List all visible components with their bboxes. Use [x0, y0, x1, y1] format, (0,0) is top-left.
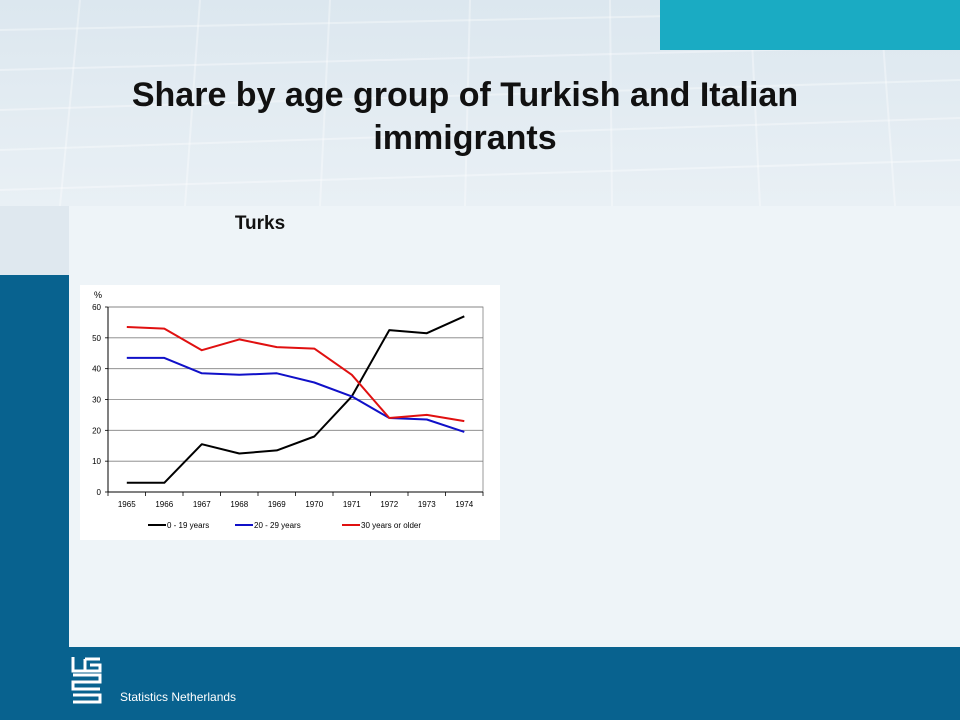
y-tick-label: 40	[92, 365, 101, 374]
footer-organization: Statistics Netherlands	[120, 690, 237, 704]
bottom-brand-bar	[0, 647, 960, 720]
series-line	[126, 326, 465, 423]
accent-block	[660, 0, 960, 50]
series-line	[126, 315, 465, 484]
decorative-pattern	[0, 0, 960, 206]
y-tick-label: 60	[92, 303, 101, 312]
x-tick-label: 1965	[118, 500, 136, 509]
left-brand-bar	[0, 275, 69, 647]
legend-label: 30 years or older	[361, 521, 421, 530]
y-tick-label: 0	[97, 488, 102, 497]
y-tick-label: 20	[92, 426, 101, 435]
x-tick-label: 1968	[230, 500, 248, 509]
x-tick-label: 1971	[343, 500, 361, 509]
chart-subtitle: Turks	[234, 213, 286, 234]
y-tick-label: 10	[92, 457, 101, 466]
x-tick-label: 1970	[305, 500, 323, 509]
chart-canvas: % 0 10 20 30 40 50 60 1965 1966 1967 1968 1969 1970 1…	[92, 290, 484, 530]
series-line	[126, 356, 465, 433]
cbs-logo-icon	[71, 657, 102, 704]
y-tick-label: 50	[92, 334, 101, 343]
slide-title: Share by age group of Turkish and Italia…	[131, 76, 799, 157]
legend-label: 20 - 29 years	[254, 521, 301, 530]
x-tick-label: 1966	[155, 500, 173, 509]
x-tick-label: 1972	[380, 500, 398, 509]
x-tick-label: 1967	[193, 500, 211, 509]
x-tick-label: 1974	[455, 500, 473, 509]
y-axis-label: %	[94, 290, 102, 300]
x-tick-label: 1969	[268, 500, 286, 509]
x-tick-label: 1973	[418, 500, 436, 509]
line-chart: % 0 10 20 30 40 50 60 1965 1966 1967 1968 1969 1970 1…	[80, 285, 500, 540]
y-tick-label: 30	[92, 396, 101, 405]
legend-label: 0 - 19 years	[167, 521, 209, 530]
